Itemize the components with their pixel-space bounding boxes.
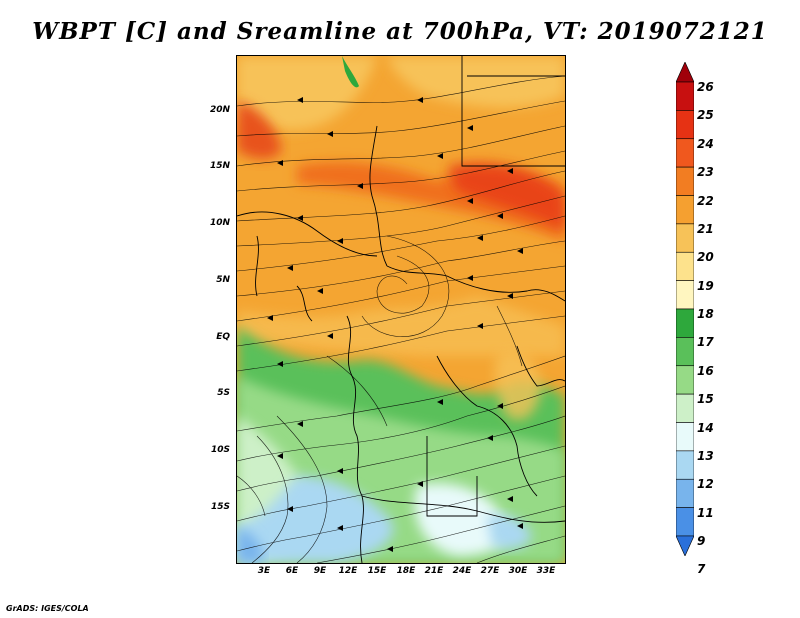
credit-text: GrADS: IGES/COLA [6,604,89,613]
lon-label: 3E [257,566,271,576]
lon-label: 15E [367,566,387,576]
colorbar-label: 19 [697,278,714,293]
lat-label: 5S [217,388,230,398]
colorbar-segment [676,365,694,395]
lat-label: 10S [210,445,230,455]
map-title: WBPT [C] and Sreamline at 700hPa, VT: 20… [32,18,768,45]
lon-label: 12E [338,566,358,576]
colorbar-label: 16 [697,363,714,378]
colorbar-segment [676,450,694,480]
coldest-pocket [237,526,264,563]
colorbar-segment [676,62,694,83]
lon-label: 21E [424,566,444,576]
cold-pocket-southwest [237,476,394,563]
colorbar-label: 20 [697,250,714,265]
colorbar-segment [676,507,694,537]
colorbar-label: 14 [697,420,714,435]
colorbar-label: 11 [697,505,714,520]
lat-label: EQ [216,332,230,342]
lake-region [494,352,542,420]
lon-label: 6E [285,566,299,576]
lon-label: 33E [536,566,556,576]
hot-zone-west [237,101,282,159]
colorbar-segment [676,166,694,196]
cold-pocket-south [414,483,508,556]
colorbar-label: 22 [697,193,714,208]
lon-label: 30E [508,566,528,576]
lat-label: 15S [210,502,230,512]
colorbar-label: 9 [697,534,706,548]
colorbar-segment [676,393,694,423]
colorbar-label: 18 [697,307,714,321]
colorbar-segment [676,280,694,310]
colorbar [676,62,694,556]
lat-label: 10N [209,218,230,228]
colorbar-segment [676,195,694,225]
lat-label: 5N [216,275,230,285]
colorbar-segment [676,81,694,111]
lon-label: 24E [452,566,472,576]
lon-label: 9E [313,566,327,576]
colorbar-label: 7 [697,562,706,577]
weather-map [236,55,566,564]
colorbar-label: 17 [697,335,714,350]
streamline-arrows [267,97,523,552]
colorbar-segment [676,110,694,140]
colorbar-label: 13 [697,448,714,463]
colorbar-label: 25 [697,108,714,123]
streamlines [237,75,565,563]
colorbar-segment [676,308,694,338]
colorbar-label: 15 [697,392,714,407]
colorbar-segment [676,223,694,253]
lat-label: 15N [209,161,230,171]
colorbar-segment [676,138,694,168]
colorbar-label: 24 [697,136,714,151]
colorbar-segment [676,478,694,508]
warm-zone-northeast [387,56,565,108]
lon-label: 27E [480,566,500,576]
colorbar-label: 12 [697,477,714,492]
lat-label: 20N [209,105,230,115]
hottest-zone-east [447,162,565,231]
warm-zone-north [237,56,377,131]
colorbar-label: 26 [697,80,714,94]
colorbar-segment [676,422,694,452]
colorbar-segment [676,337,694,367]
country-borders [237,56,565,563]
green-spot-north [342,56,359,88]
colorbar-label: 21 [697,221,714,236]
colorbar-segment [676,251,694,281]
colorbar-segment [676,535,694,556]
transition-zone [237,296,565,356]
map-field [237,56,565,563]
lon-label: 18E [396,566,416,576]
colorbar-label: 23 [697,165,714,180]
